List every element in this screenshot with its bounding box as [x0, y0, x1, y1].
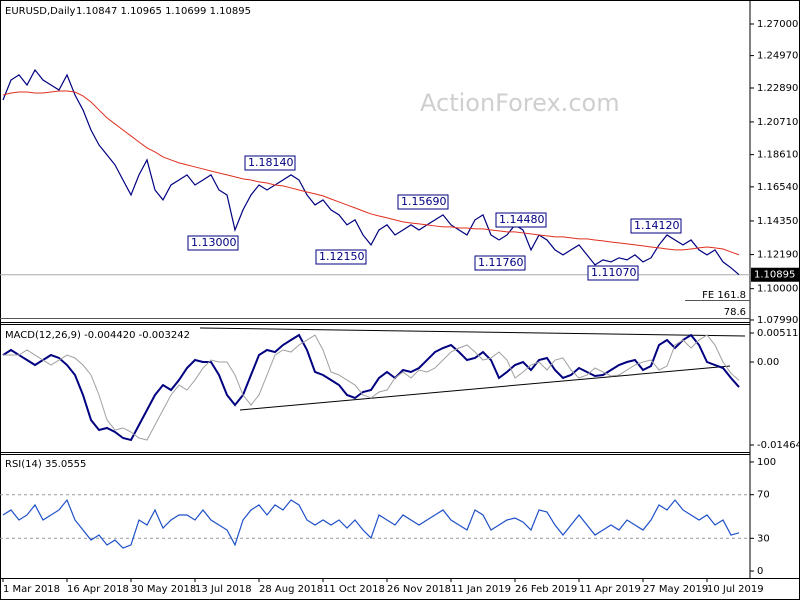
x-tick-label: 26 Feb 2019	[515, 584, 577, 595]
trendline	[199, 327, 746, 337]
y-tick-label: 1.24970	[757, 51, 798, 62]
annotation: 1.15690	[401, 195, 447, 208]
x-tick-label: 11 Jan 2019	[451, 584, 511, 595]
y-tick-label: 1.14350	[757, 216, 798, 227]
annotation-box	[630, 218, 682, 234]
series-line	[2, 68, 740, 276]
y-tick-label: 30	[757, 533, 770, 544]
y-tick-label: 1.12190	[757, 250, 798, 261]
annotation-box	[495, 212, 547, 228]
y-tick-label: 1.16540	[757, 182, 798, 193]
annotation-box	[397, 194, 449, 210]
fib-label: FE 161.8	[702, 290, 746, 301]
series-line	[3, 334, 740, 441]
annotation-box	[244, 155, 296, 171]
x-tick-label: 30 May 2018	[131, 584, 196, 595]
y-tick-label: -0.014647	[757, 440, 800, 451]
y-tick-label: 70	[757, 490, 770, 501]
annotation-box	[474, 255, 526, 271]
x-tick-label: 26 Nov 2018	[387, 584, 451, 595]
x-tick-label: 11 Apr 2019	[579, 584, 641, 595]
y-tick-label: 1.22890	[757, 83, 798, 94]
y-tick-label: 0.005114	[757, 328, 800, 339]
annotation-box	[587, 265, 639, 281]
y-tick-label: 100	[757, 457, 776, 468]
series-line	[2, 498, 740, 549]
fib-label: 78.6	[724, 307, 746, 318]
x-tick-label: 28 Aug 2018	[259, 584, 323, 595]
series-line	[2, 90, 740, 256]
x-tick-label: 27 May 2019	[643, 584, 708, 595]
x-tick-label: 13 Jul 2018	[195, 584, 252, 595]
y-tick-label: 1.20710	[757, 117, 798, 128]
y-tick-label: 1.18610	[757, 150, 798, 161]
y-tick-label: 0.00	[757, 357, 779, 368]
watermark: ActionForex.com	[420, 89, 620, 117]
x-tick-label: 11 Oct 2018	[323, 584, 385, 595]
last-price-box	[751, 267, 800, 282]
annotation: 1.13000	[191, 236, 237, 249]
x-tick-label: 1 Mar 2018	[3, 584, 60, 595]
annotation-box	[315, 249, 367, 265]
series-line	[2, 333, 740, 442]
annotation: 1.14480	[499, 213, 545, 226]
x-tick-label: 10 Jul 2019	[707, 584, 764, 595]
annotation: 1.14120	[634, 219, 680, 232]
y-tick-label: 1.07990	[757, 315, 798, 326]
annotation: 1.12150	[319, 250, 365, 263]
last-price-label: 1.10895	[754, 270, 795, 281]
chart-subtitle: 1.10847 1.10965 1.10699 1.10895	[76, 6, 251, 17]
annotation: 1.11760	[478, 256, 524, 269]
y-tick-label: 0	[757, 566, 763, 577]
macd-title: MACD(12,26,9) -0.004420 -0.003242	[5, 330, 190, 341]
annotation: 1.18140	[248, 156, 294, 169]
trendline	[239, 365, 731, 411]
annotation: 1.11070	[591, 266, 637, 279]
chart-title: EURUSD,Daily	[5, 6, 76, 17]
x-tick-label: 16 Apr 2018	[67, 584, 129, 595]
y-tick-label: 1.10000	[757, 284, 798, 295]
y-tick-label: 1.27000	[757, 19, 798, 30]
annotation-box	[187, 235, 239, 251]
rsi-title: RSI(14) 35.0555	[5, 459, 86, 470]
